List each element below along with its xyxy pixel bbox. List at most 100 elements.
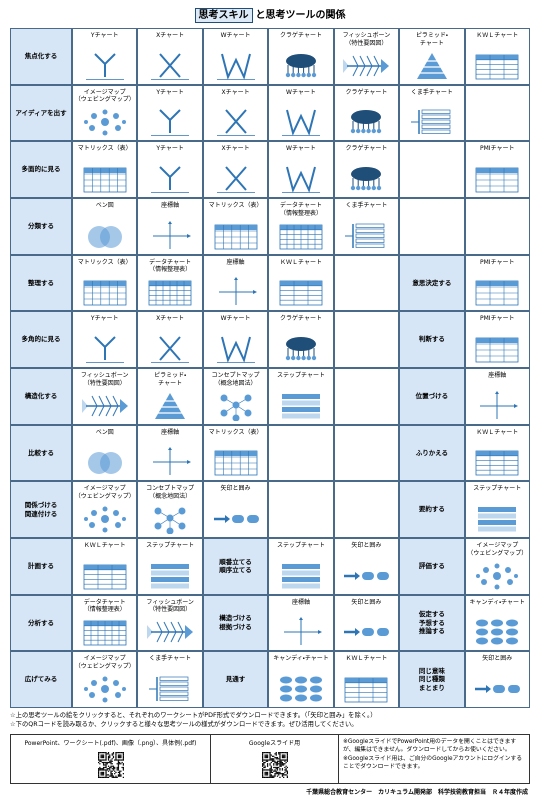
icon-shape	[155, 392, 186, 419]
icon-shape	[277, 766, 279, 769]
tool-label: ベン図	[95, 202, 114, 209]
icon-shape	[276, 763, 278, 765]
icon-shape	[356, 223, 385, 228]
icon-shape	[224, 109, 247, 134]
tool-icon[interactable]	[276, 164, 326, 194]
tool-icon[interactable]	[145, 617, 195, 647]
tool-icon[interactable]	[276, 674, 326, 704]
tool-icon[interactable]	[145, 447, 195, 477]
icon-shape	[121, 120, 126, 125]
tool-icon[interactable]	[145, 164, 195, 194]
tool-icon[interactable]	[145, 334, 195, 364]
qr-code[interactable]	[97, 752, 124, 778]
tool-icon[interactable]	[80, 504, 130, 534]
tool-icon[interactable]	[341, 107, 391, 137]
tool-icon[interactable]	[80, 561, 130, 591]
tool-icon[interactable]	[80, 221, 130, 251]
icon-shape	[355, 571, 361, 580]
tool-icon[interactable]	[80, 51, 130, 81]
tool-icon[interactable]	[472, 617, 522, 647]
tool-icon[interactable]	[145, 561, 195, 591]
skill-cell: 整理する	[10, 254, 72, 312]
icon-shape	[166, 527, 174, 534]
icon-shape	[114, 753, 117, 755]
tool-icon[interactable]	[276, 277, 326, 307]
tool-label: クラゲチャート	[345, 145, 388, 153]
tool-icon[interactable]	[145, 504, 195, 534]
icon-shape	[276, 768, 278, 770]
tool-icon[interactable]	[145, 277, 195, 307]
tool-icon[interactable]	[341, 51, 391, 81]
icon-shape	[106, 776, 108, 778]
tool-icon[interactable]	[341, 164, 391, 194]
icon-shape	[220, 53, 251, 80]
tool-icon[interactable]	[80, 617, 130, 647]
icon-shape	[366, 55, 373, 66]
icon-shape	[104, 754, 107, 756]
tool-label: コンセプトマップ （概念地図法）	[146, 485, 195, 500]
icon-shape	[119, 754, 122, 756]
tool-icon[interactable]	[80, 107, 130, 137]
icon-shape	[122, 753, 124, 755]
tool-icon[interactable]	[80, 447, 130, 477]
tool-icon[interactable]	[145, 674, 195, 704]
icon-shape	[275, 763, 277, 765]
tool-icon[interactable]	[80, 391, 130, 421]
icon-shape	[159, 53, 181, 78]
tool-icon[interactable]	[145, 107, 195, 137]
tool-icon[interactable]	[276, 391, 326, 421]
tool-icon[interactable]	[211, 51, 261, 81]
tool-icon[interactable]	[276, 107, 326, 137]
tool-icon[interactable]	[276, 617, 326, 647]
tool-icon[interactable]	[80, 334, 130, 364]
icon-shape	[118, 775, 120, 777]
icon-shape	[101, 769, 103, 771]
tool-icon[interactable]	[472, 504, 522, 534]
tool-icon[interactable]	[80, 277, 130, 307]
icon-shape	[377, 571, 390, 580]
icon-shape	[506, 637, 519, 645]
tool-icon[interactable]	[80, 164, 130, 194]
tool-icon[interactable]	[472, 390, 522, 421]
tool-icon[interactable]	[276, 51, 326, 81]
tool-icon[interactable]	[145, 220, 195, 251]
tool-icon[interactable]	[211, 334, 261, 364]
icon-shape	[231, 514, 244, 523]
icon-shape	[118, 759, 120, 761]
tool-icon[interactable]	[211, 277, 261, 307]
icon-shape	[261, 760, 263, 762]
tool-icon[interactable]	[276, 334, 326, 364]
icon-shape	[268, 775, 271, 777]
icon-shape	[491, 637, 504, 645]
tool-icon[interactable]	[472, 561, 522, 591]
tool-icon[interactable]	[407, 107, 457, 137]
tool-icon[interactable]	[341, 674, 391, 704]
tool-icon[interactable]	[211, 447, 261, 477]
icon-shape	[246, 514, 259, 523]
qr-code[interactable]	[261, 752, 288, 778]
tool-icon[interactable]	[145, 391, 195, 421]
icon-shape	[476, 281, 519, 287]
icon-shape	[491, 628, 504, 636]
tool-icon[interactable]	[472, 51, 522, 81]
tool-icon[interactable]	[472, 334, 522, 364]
tool-icon[interactable]	[211, 221, 261, 251]
tool-icon[interactable]	[341, 221, 391, 251]
icon-shape	[100, 684, 109, 693]
icon-shape	[104, 758, 107, 760]
tool-icon[interactable]	[472, 447, 522, 477]
icon-shape	[159, 681, 189, 686]
tool-icon[interactable]	[276, 561, 326, 591]
tool-icon[interactable]	[80, 674, 130, 704]
tool-icon[interactable]	[145, 51, 195, 81]
tool-icon[interactable]	[407, 51, 457, 81]
tool-icon[interactable]	[211, 164, 261, 194]
tool-icon[interactable]	[276, 221, 326, 251]
icon-shape	[283, 774, 286, 776]
icon-shape	[112, 769, 114, 771]
tool-icon[interactable]	[211, 107, 261, 137]
tool-icon[interactable]	[472, 277, 522, 307]
tool-icon[interactable]	[472, 164, 522, 194]
tool-label: Yチャート	[156, 88, 184, 96]
tool-icon[interactable]	[211, 391, 261, 421]
